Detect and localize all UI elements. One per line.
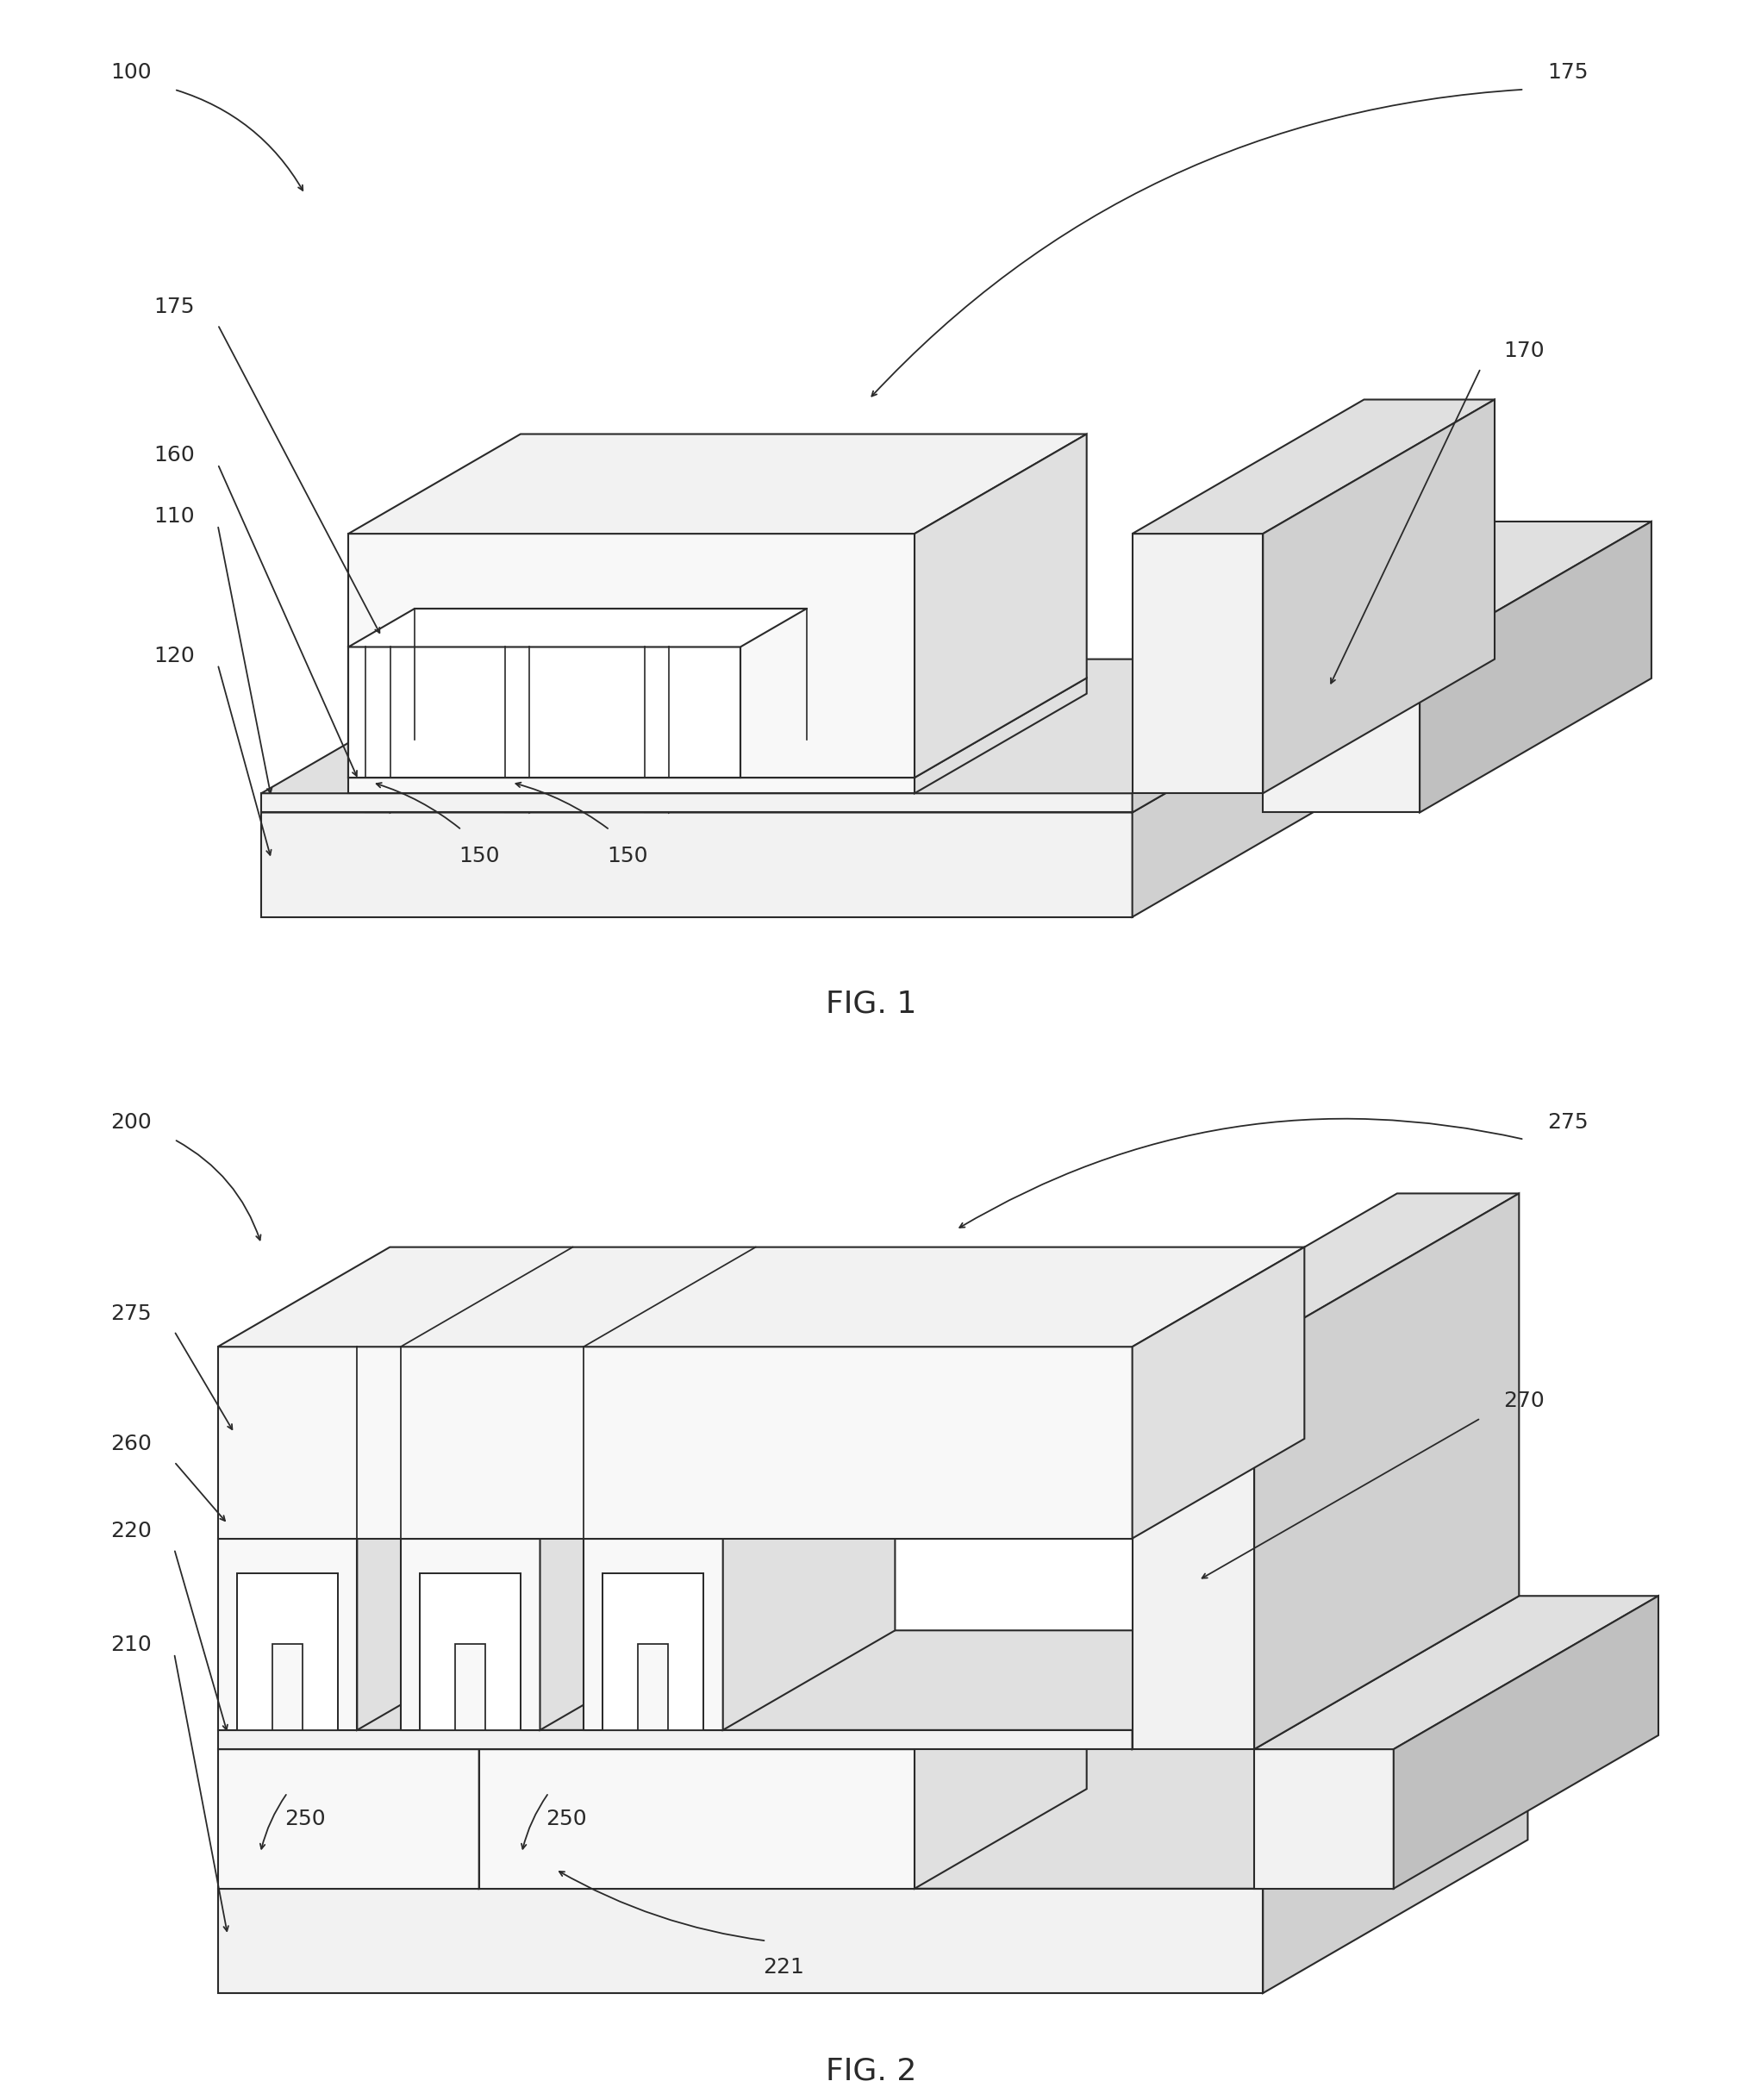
Text: 150: 150 — [458, 846, 500, 867]
Text: 120: 120 — [153, 645, 195, 666]
Text: 220: 220 — [110, 1520, 152, 1541]
Polygon shape — [1254, 1596, 1658, 1749]
Polygon shape — [505, 655, 530, 813]
Polygon shape — [366, 655, 390, 813]
Polygon shape — [915, 1651, 1087, 1888]
Polygon shape — [420, 1573, 521, 1730]
Text: 260: 260 — [110, 1434, 152, 1455]
Polygon shape — [915, 435, 1087, 777]
Polygon shape — [584, 1539, 723, 1730]
Polygon shape — [1132, 659, 1364, 813]
Polygon shape — [1263, 399, 1495, 794]
Text: 150: 150 — [606, 846, 648, 867]
Polygon shape — [272, 1644, 303, 1730]
Polygon shape — [390, 556, 563, 813]
Text: FIG. 2: FIG. 2 — [826, 2056, 916, 2085]
Polygon shape — [348, 435, 1087, 533]
Text: 200: 200 — [110, 1111, 152, 1132]
Text: 175: 175 — [153, 296, 195, 317]
Polygon shape — [1132, 533, 1263, 794]
Polygon shape — [218, 1247, 1305, 1346]
Polygon shape — [1132, 399, 1495, 533]
Polygon shape — [218, 1651, 652, 1749]
Polygon shape — [505, 556, 702, 655]
Polygon shape — [1263, 655, 1420, 813]
Polygon shape — [530, 556, 702, 813]
Text: 175: 175 — [1547, 61, 1589, 82]
Polygon shape — [1420, 521, 1651, 813]
Polygon shape — [1132, 678, 1364, 918]
Polygon shape — [479, 1651, 652, 1888]
Polygon shape — [915, 678, 1087, 794]
Polygon shape — [348, 777, 915, 794]
Polygon shape — [479, 1651, 1087, 1749]
Polygon shape — [218, 1735, 1528, 1888]
Polygon shape — [401, 1539, 540, 1730]
Polygon shape — [348, 609, 807, 647]
Polygon shape — [401, 1438, 712, 1539]
Text: FIG. 1: FIG. 1 — [826, 989, 916, 1018]
Polygon shape — [218, 1539, 357, 1730]
Polygon shape — [218, 1438, 530, 1539]
Polygon shape — [348, 647, 740, 777]
Polygon shape — [261, 813, 1132, 918]
Polygon shape — [540, 1438, 712, 1730]
Polygon shape — [479, 1749, 915, 1888]
Polygon shape — [645, 556, 841, 655]
Polygon shape — [348, 678, 1087, 777]
Text: 250: 250 — [545, 1808, 587, 1829]
Polygon shape — [723, 1438, 895, 1730]
Polygon shape — [357, 1438, 530, 1730]
Text: 270: 270 — [1503, 1390, 1545, 1411]
Polygon shape — [218, 1749, 479, 1888]
Polygon shape — [218, 1730, 1132, 1749]
Polygon shape — [1254, 1193, 1519, 1749]
Polygon shape — [669, 556, 841, 813]
Polygon shape — [218, 1888, 1263, 1993]
Polygon shape — [1263, 521, 1651, 655]
Polygon shape — [1254, 1749, 1394, 1888]
Polygon shape — [584, 1438, 895, 1539]
Text: 160: 160 — [153, 445, 195, 466]
Text: 275: 275 — [1547, 1111, 1589, 1132]
Text: 221: 221 — [763, 1957, 805, 1978]
Polygon shape — [1132, 1247, 1305, 1539]
Polygon shape — [645, 655, 669, 813]
Polygon shape — [218, 1346, 1132, 1539]
Text: 210: 210 — [110, 1634, 152, 1655]
Polygon shape — [366, 556, 563, 655]
Polygon shape — [455, 1644, 486, 1730]
Polygon shape — [261, 794, 1132, 813]
Polygon shape — [603, 1573, 704, 1730]
Text: 250: 250 — [284, 1808, 326, 1829]
Polygon shape — [1394, 1596, 1658, 1888]
Text: 100: 100 — [110, 61, 152, 82]
Polygon shape — [261, 678, 1364, 813]
Polygon shape — [638, 1644, 669, 1730]
Text: 275: 275 — [110, 1304, 152, 1323]
Text: 110: 110 — [153, 506, 195, 527]
Polygon shape — [1263, 1735, 1528, 1993]
Polygon shape — [1132, 1346, 1254, 1749]
Polygon shape — [1132, 1193, 1519, 1346]
Polygon shape — [1132, 1630, 1305, 1749]
Text: 170: 170 — [1503, 340, 1545, 361]
Polygon shape — [218, 1630, 1305, 1730]
Polygon shape — [237, 1573, 338, 1730]
Polygon shape — [348, 533, 915, 777]
Polygon shape — [261, 659, 1364, 794]
